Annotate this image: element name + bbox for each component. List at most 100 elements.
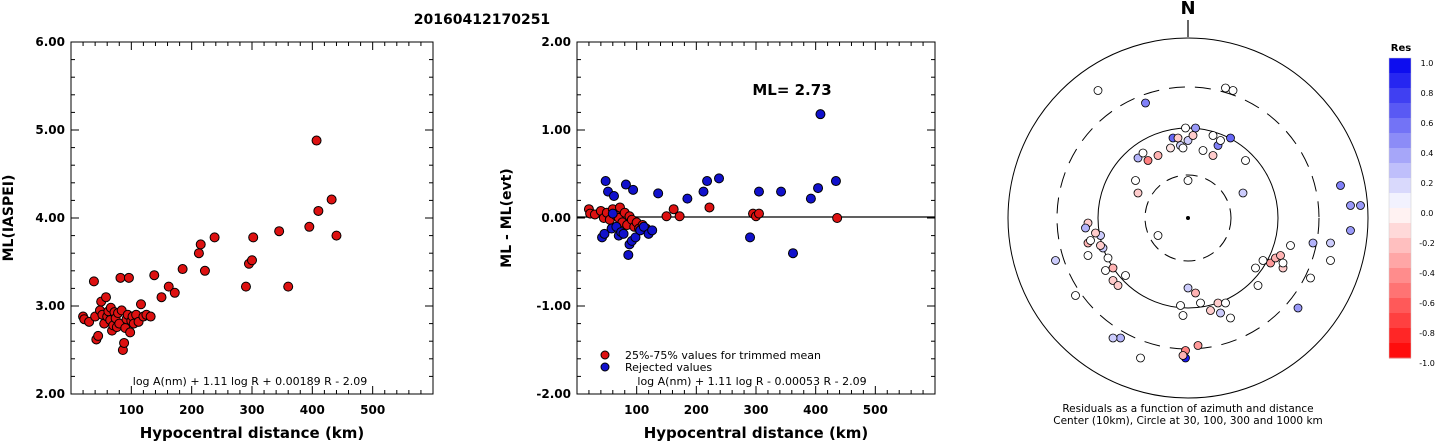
colorbar-cell [1389, 343, 1411, 359]
station-point [1178, 143, 1188, 153]
legend-label-trimmed: 25%-75% values for trimmed mean [625, 349, 821, 362]
station-point [1081, 223, 1090, 233]
data-point [156, 292, 167, 303]
data-point [776, 186, 787, 197]
data-point [248, 232, 259, 243]
legend-marker-rejected [600, 362, 610, 372]
station-point [1208, 131, 1218, 140]
station-point [1096, 241, 1105, 250]
station-point [1101, 266, 1110, 275]
station-point [1241, 156, 1250, 165]
station-point [1138, 148, 1148, 158]
station-point [1093, 86, 1103, 95]
station-point [1278, 258, 1288, 268]
station-point [1326, 256, 1335, 265]
data-point [209, 232, 220, 243]
data-point [331, 230, 342, 241]
data-point [753, 208, 764, 219]
ring-300km [1056, 86, 1320, 350]
data-point [304, 221, 315, 232]
colorbar-cell [1389, 58, 1411, 74]
y-tick-label: 5.00 [35, 123, 65, 137]
station-point [1141, 98, 1150, 108]
station-point [1116, 333, 1125, 343]
station-point [1153, 151, 1163, 160]
colorbar-title: Res [1391, 43, 1411, 54]
station-point [1051, 256, 1060, 265]
data-point [274, 226, 285, 237]
station-point [1193, 341, 1203, 350]
data-point [195, 239, 206, 250]
data-point [682, 193, 693, 204]
data-point [135, 299, 146, 310]
colorbar-cell [1389, 298, 1411, 314]
station-point [1293, 303, 1303, 313]
azimuth-points [1051, 83, 1365, 363]
x-tick-label: 100 [119, 403, 144, 417]
data-point [608, 191, 619, 201]
station-point [1108, 333, 1118, 343]
azimuth-panel: N Residuals as a function of azimuth and… [1007, 0, 1369, 427]
data-point [647, 225, 658, 236]
center-dot [1186, 216, 1190, 220]
station-point [1221, 83, 1230, 93]
ml-points [78, 135, 342, 355]
x-tick-label: 400 [300, 403, 325, 417]
station-point [1136, 353, 1145, 363]
station-point [1108, 263, 1118, 273]
station-point [1336, 181, 1345, 190]
y-tick-label: 1.00 [541, 123, 571, 137]
data-point [313, 205, 324, 216]
colorbar-tick-label: 0.2 [1421, 179, 1434, 188]
station-point [1276, 251, 1285, 260]
colorbar-cell [1389, 268, 1411, 284]
colorbar-cell [1389, 208, 1411, 224]
station-point [1153, 231, 1163, 240]
page-title: 20160412170251 [414, 12, 550, 28]
station-point [1091, 228, 1100, 238]
colorbar-cell [1389, 73, 1411, 89]
data-point [618, 228, 629, 239]
colorbar-tick-label: -0.8 [1419, 329, 1435, 338]
ml-value-annotation: ML= 2.73 [752, 81, 831, 99]
station-point [1143, 156, 1153, 165]
data-point [177, 264, 188, 275]
colorbar-cell [1389, 313, 1411, 329]
data-point [247, 255, 257, 266]
ml-panel: 2.00 3.00 4.00 5.00 6.00 100 200 300 400 500 log… [1, 35, 434, 441]
station-point [1131, 176, 1140, 185]
y-tick-label: -2.00 [536, 387, 571, 401]
data-point [638, 221, 649, 232]
ring-30km [1144, 174, 1232, 262]
x-tick-label: 400 [803, 403, 828, 417]
data-point [745, 232, 756, 243]
ml-y-axis: 2.00 3.00 4.00 5.00 6.00 [35, 35, 433, 401]
station-point [1196, 298, 1205, 308]
data-point [600, 176, 611, 187]
colorbar-cell [1389, 88, 1411, 104]
colorbar: Res 1.0 0.8 0.6 0.4 0.2 0.0 -0.2 -0.4 -0.6 -0.8 -1… [1388, 43, 1435, 368]
data-point [787, 248, 798, 259]
station-point [1238, 188, 1248, 198]
data-point [599, 228, 610, 239]
data-point [714, 173, 725, 184]
colorbar-cell [1389, 163, 1411, 179]
colorbar-cell [1389, 118, 1411, 134]
station-point [1346, 226, 1355, 235]
data-point [815, 109, 826, 120]
data-point [628, 184, 639, 195]
colorbar-tick-label: -0.6 [1419, 299, 1435, 308]
station-point [1258, 256, 1268, 265]
y-tick-label: 2.00 [541, 35, 571, 49]
azimuth-caption-2: Center (10km), Circle at 30, 100, 300 an… [1053, 415, 1323, 427]
station-point [1346, 201, 1355, 210]
station-point [1191, 123, 1200, 133]
colorbar-tick-label: 0.4 [1421, 149, 1434, 158]
y-tick-label: 6.00 [35, 35, 65, 49]
station-point [1306, 273, 1315, 283]
colorbar-cell [1389, 133, 1411, 149]
ring-1000km [1007, 37, 1369, 399]
station-point [1183, 176, 1193, 185]
station-point [1121, 271, 1130, 280]
data-point [607, 208, 618, 219]
